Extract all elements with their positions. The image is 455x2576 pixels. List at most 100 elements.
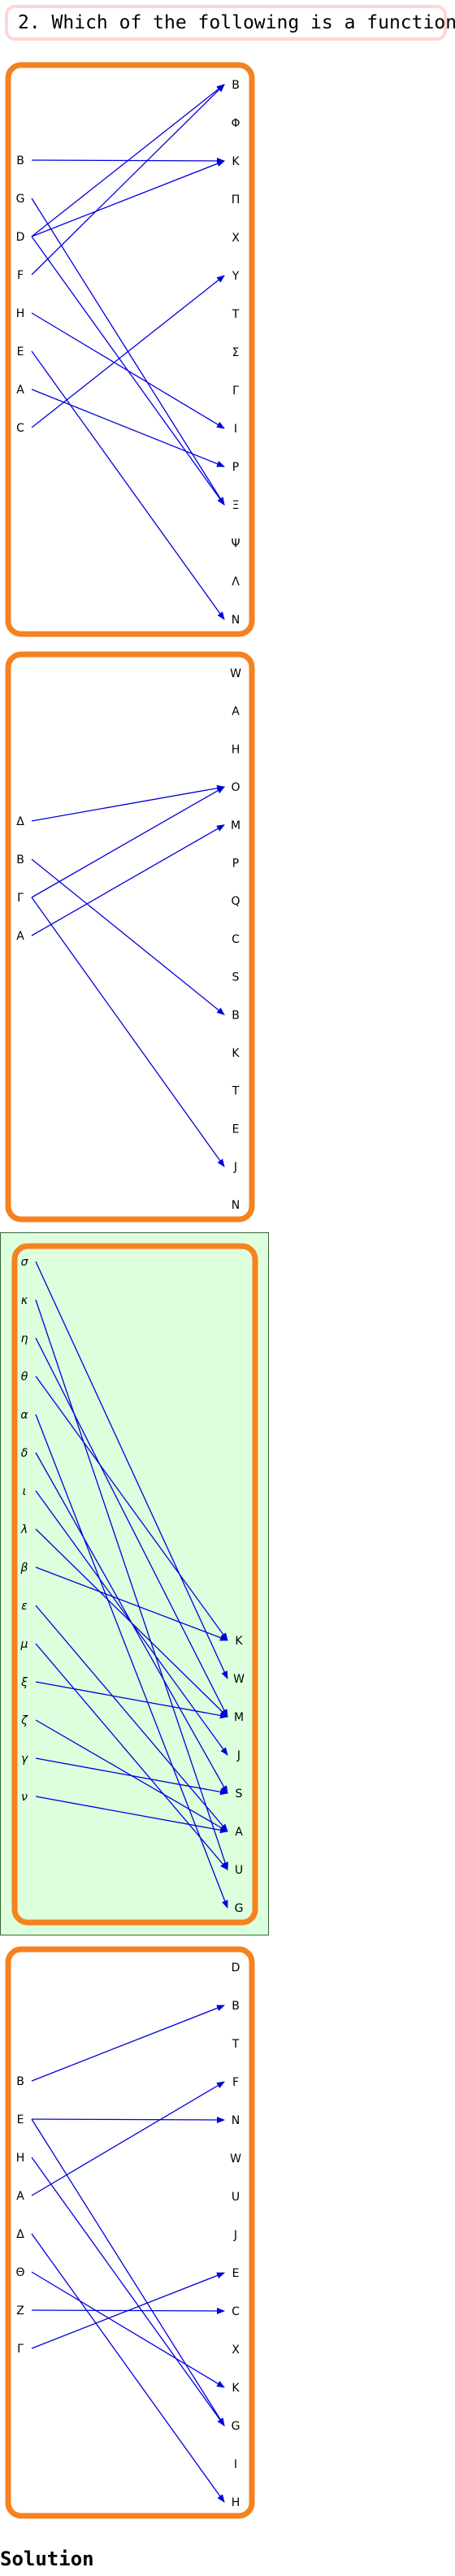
mapping-3: σ κ η θ α δ ι λ β ε μ ξ ζ γ ν K W M J S A U G [0, 1232, 269, 1935]
codomain-label: J [236, 1749, 240, 1762]
mapping-arrow [31, 2271, 225, 2388]
domain-label: D [16, 231, 25, 244]
codomain-label: M [234, 1711, 244, 1724]
mapping-arrow [35, 1299, 228, 1870]
codomain-label: B [232, 1009, 240, 1022]
mapping-arrow [35, 1337, 228, 1718]
mapping-arrow [35, 1566, 228, 1641]
mapping-arrow [31, 2116, 225, 2123]
domain-label: Θ [15, 2266, 24, 2279]
codomain-label: E [232, 2267, 240, 2280]
codomain-label: K [232, 2382, 240, 2395]
mapping-arrow [31, 2081, 225, 2196]
mapping-2: Δ B Γ A W A H O M P Q C S B K T E J N [5, 651, 255, 1223]
mapping-arrow [31, 312, 225, 429]
mapping-arrow [35, 1643, 228, 1870]
codomain-label: A [235, 1826, 243, 1839]
mapping-arrow [35, 1757, 228, 1796]
codomain-label: C [232, 2305, 240, 2318]
codomain-label: G [232, 2420, 240, 2433]
domain-label: Δ [16, 2228, 24, 2241]
domain-label: η [21, 1332, 28, 1345]
mapping-arrow [31, 784, 225, 822]
codomain-label: C [232, 933, 240, 946]
mapping-arrow [31, 824, 225, 936]
codomain-label: I [234, 423, 237, 436]
codomain-label: N [232, 2114, 240, 2127]
mapping-arrow [31, 350, 225, 620]
mapping-4: B E H A Δ Θ Z Γ D B T F N W U J E C X K G I H [5, 1946, 255, 2519]
mapping-arrow [31, 84, 225, 237]
domain-label: λ [20, 1523, 28, 1536]
codomain-label: Λ [232, 576, 240, 589]
domain-label: Γ [17, 2343, 24, 2356]
mapping-arrow [31, 160, 225, 237]
mapping-arrow [35, 1681, 228, 1719]
codomain-label: H [232, 2496, 240, 2509]
codomain-label: Π [232, 193, 240, 206]
codomain-label: J [233, 1161, 237, 1174]
mapping-arrow [35, 1375, 228, 1641]
mapping-frame [5, 651, 255, 1223]
codomain-label: K [232, 155, 240, 168]
domain-label: ι [23, 1485, 27, 1498]
mapping-arrow [31, 2118, 225, 2426]
codomain-label: N [232, 614, 240, 627]
codomain-label: N [232, 1199, 240, 1212]
domain-label: A [16, 384, 24, 397]
codomain-label: U [232, 2191, 240, 2204]
mapping-arrow [31, 897, 225, 1167]
codomain-label: E [232, 1123, 240, 1136]
codomain-label: D [232, 1961, 240, 1974]
mapping-arrow [31, 2005, 225, 2082]
codomain-label: Γ [232, 384, 239, 397]
question-text: 2. Which of the following is a function: [5, 5, 455, 41]
domain-label: Z [16, 2304, 24, 2318]
domain-label: B [16, 2075, 24, 2088]
codomain-label: I [234, 2458, 237, 2471]
codomain-label: Φ [231, 117, 240, 130]
mapping-frame [5, 62, 255, 637]
codomain-label: K [232, 1047, 240, 1060]
domain-label: G [16, 193, 25, 206]
domain-label: Γ [17, 892, 24, 905]
codomain-label: U [235, 1864, 243, 1877]
mapping-arrow [31, 2272, 225, 2349]
highlight-box [0, 1232, 269, 1935]
domain-label: E [17, 2113, 24, 2126]
codomain-label: T [232, 1085, 240, 1098]
codomain-label: P [232, 461, 239, 474]
codomain-label: X [232, 2344, 240, 2357]
domain-label: Δ [16, 815, 24, 828]
codomain-label: F [232, 2076, 239, 2089]
domain-label: μ [20, 1638, 28, 1651]
mapping-arrow [31, 84, 225, 276]
codomain-label: H [232, 743, 240, 756]
domain-label: C [16, 422, 24, 435]
codomain-label: Σ [232, 346, 240, 359]
domain-label: F [17, 269, 24, 282]
codomain-label: S [232, 971, 240, 984]
codomain-label: W [230, 667, 241, 680]
codomain-label: J [233, 2229, 237, 2242]
codomain-label: Ξ [232, 499, 240, 512]
mapping-arrow [35, 1528, 228, 1718]
codomain-label: T [232, 308, 240, 321]
codomain-label: P [232, 858, 239, 871]
domain-label: ζ [20, 1714, 28, 1727]
domain-label: A [16, 930, 24, 943]
codomain-label: Y [232, 270, 240, 283]
domain-label: ξ [20, 1676, 28, 1689]
domain-label: θ [21, 1371, 28, 1384]
domain-label: H [16, 307, 25, 320]
mapping-arrow [35, 1261, 228, 1679]
domain-label: ν [21, 1791, 28, 1804]
codomain-label: X [232, 232, 240, 245]
domain-label: α [20, 1409, 28, 1422]
domain-label: E [17, 345, 24, 358]
codomain-label: K [235, 1635, 243, 1648]
domain-label: H [16, 2152, 25, 2165]
mapping-arrow [31, 389, 225, 467]
mapping-arrow [31, 2233, 225, 2503]
